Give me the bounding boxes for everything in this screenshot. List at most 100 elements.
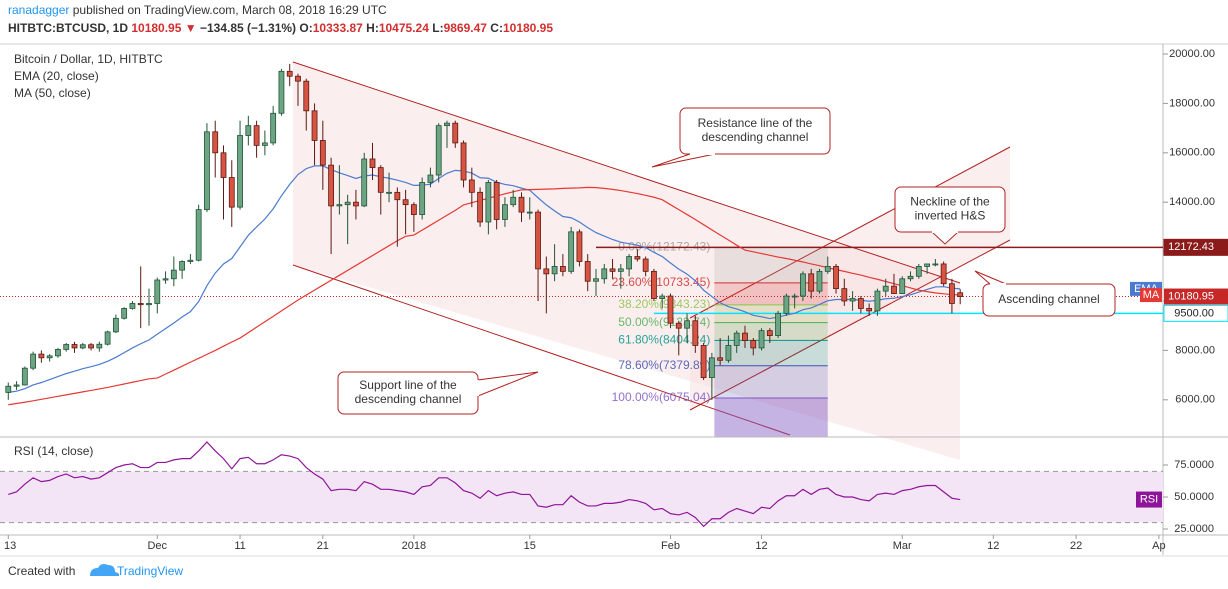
candle-body [121,308,128,319]
candle-body [957,292,964,297]
close: 10180.95 [503,21,553,35]
candle-body [891,285,897,294]
candle-body [410,204,417,215]
legend-entry: MA (50, close) [14,86,91,100]
candle-body [319,140,326,166]
rsi-line [8,441,961,528]
candle-body [112,317,119,333]
y-tick-label: 16000.00 [1169,147,1215,159]
candle-body [932,263,939,266]
candle-body [800,273,806,297]
annotation-text: Support line of the [359,378,457,392]
high: 10475.24 [379,21,429,35]
callout-box [679,107,831,155]
resistance-line [292,61,961,284]
candle-body [940,263,947,285]
brand-logo [90,564,120,576]
candle-body [758,330,765,349]
y-tick-label: 14000.00 [1169,196,1215,208]
candle-body [667,295,674,324]
candle-body [841,288,848,302]
candle-body [502,204,508,220]
ascending-lower-line [689,239,1011,411]
level-label: 12172.43 [1168,241,1214,253]
author[interactable]: ranadagger [8,3,69,17]
candle-body [195,209,202,261]
candle-body [700,345,707,378]
candle-body [96,343,103,349]
candle-body [708,357,715,378]
candle-body [444,122,450,127]
candle-body [245,125,252,136]
candle-body [833,266,839,290]
candle-body [154,279,161,304]
candle-body [692,320,699,346]
quote-line: HITBTC:BTCUSD, 1D 10180.95 ▼ −134.85 (−1… [8,21,553,35]
level-label-box [1163,304,1228,322]
candle-body [88,344,94,349]
candle-body [824,266,831,272]
publish-line: ranadagger published on TradingView.com,… [8,3,387,17]
annotation-text: inverted H&S [915,209,986,223]
fib-label: 78.60%(7379.89) [618,358,710,372]
candle-body [63,344,70,350]
callout-box [982,283,1116,317]
x-tick-label: Mar [893,540,912,552]
candle-body [220,152,227,178]
candle-body [626,256,632,270]
candle-body [228,177,235,208]
fib-label: 38.20%(9843.23) [618,297,710,311]
fib-label: 23.60%(10733.45) [612,275,711,289]
l-label: L: [432,21,443,35]
candle-body [783,295,790,314]
series-tag: MA [1143,289,1160,301]
footer-brand[interactable]: TradingView [117,564,183,578]
change: −134.85 (−1.31%) [200,21,296,35]
open: 10333.87 [313,21,363,35]
candle-body [675,322,682,329]
indicator-line [8,165,961,393]
candle-body [477,191,483,223]
last-price-label: 10180.95 [1168,290,1214,302]
candle-body [460,142,467,181]
candle-body [46,355,53,359]
last-price: 10180.95 [131,21,181,35]
candle-body [510,196,517,206]
candle-body [485,182,492,223]
x-tick-label: 12 [987,540,999,552]
candle-body [328,164,335,207]
h-label: H: [366,21,379,35]
level-label: 9500.00 [1174,307,1214,319]
candle-body [137,303,144,306]
fib-band [714,340,828,366]
rsi-tick-label: 50.0000 [1174,491,1214,503]
candle-body [924,263,930,267]
candle-body [857,298,864,309]
indicator-line [8,186,961,406]
candle-body [71,344,78,349]
low: 9869.47 [444,21,488,35]
c-label: C: [490,21,503,35]
candle-body [162,278,169,281]
candle-body [816,270,823,292]
symbol: HITBTC:BTCUSD, 1D [8,21,128,35]
annotation-text: Resistance line of the [698,116,813,130]
candle-body [882,285,889,292]
candle-body [750,340,757,349]
candle-body [353,201,359,207]
rsi-title: RSI (14, close) [14,444,93,458]
x-tick-label: 15 [524,540,536,552]
chart-title: Bitcoin / Dollar, 1D, HITBTC [14,52,163,66]
candle-body [104,331,111,345]
published: published on TradingView.com, March 08, … [73,3,387,17]
x-tick-label: 13 [4,540,16,552]
candle-body [518,196,525,213]
fib-band [714,365,828,398]
y-tick-label: 18000.00 [1169,97,1215,109]
rsi-tag-box [1136,491,1162,508]
last-price-box [1164,288,1228,305]
candle-body [270,112,277,144]
candle-body [261,142,268,146]
fib-label: 0.00%(12172.43) [618,240,710,254]
candle-body [601,268,608,280]
